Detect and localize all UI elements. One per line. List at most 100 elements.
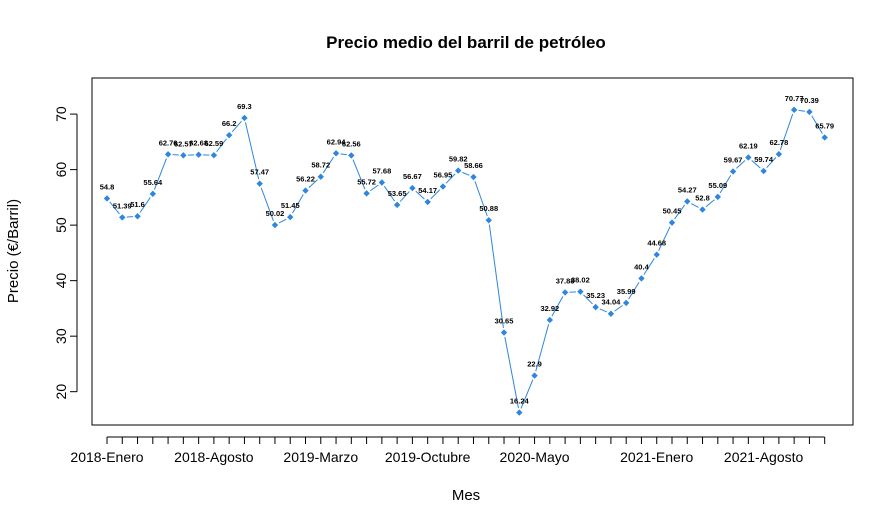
data-point (821, 134, 827, 140)
data-label: 51.39 (113, 201, 132, 210)
data-point (562, 289, 568, 295)
data-label: 16.24 (510, 397, 530, 406)
data-label: 50.88 (479, 204, 498, 213)
series-segment (799, 110, 805, 111)
data-label: 32.92 (540, 304, 559, 313)
data-point (730, 168, 736, 174)
data-point (394, 202, 400, 208)
data-label: 62.59 (204, 139, 223, 148)
data-point (104, 195, 110, 201)
data-point (241, 115, 247, 121)
data-point (638, 275, 644, 281)
data-point (745, 154, 751, 160)
x-axis-label: Mes (452, 487, 480, 504)
data-label: 54.8 (100, 182, 115, 191)
data-label: 56.67 (403, 172, 422, 181)
y-tick-label: 50 (53, 217, 69, 233)
data-label: 55.64 (143, 178, 163, 187)
data-point (531, 372, 537, 378)
data-point (791, 107, 797, 113)
data-label: 35.99 (617, 287, 636, 296)
data-point (211, 152, 217, 158)
data-label: 69.3 (237, 102, 252, 111)
x-tick-label: 2019-Marzo (283, 449, 358, 465)
y-tick-label: 40 (53, 273, 69, 289)
data-label: 51.6 (130, 200, 145, 209)
data-label: 58.72 (311, 161, 330, 170)
y-tick-label: 20 (53, 384, 69, 400)
data-point (134, 213, 140, 219)
y-axis: 20 30 40 50 60 70 (53, 106, 77, 399)
data-point (455, 167, 461, 173)
data-point (165, 151, 171, 157)
data-label: 56.22 (296, 175, 315, 184)
x-tick-label: 2021-Agosto (724, 449, 804, 465)
data-point (470, 174, 476, 180)
data-label: 55.72 (357, 177, 376, 186)
data-label: 55.09 (708, 181, 727, 190)
data-label: 70.39 (800, 96, 819, 105)
data-point (226, 132, 232, 138)
data-label: 65.79 (815, 121, 834, 130)
y-tick-label: 30 (53, 328, 69, 344)
data-label: 57.47 (250, 168, 269, 177)
data-point (287, 214, 293, 220)
data-point (333, 150, 339, 156)
data-label: 50.45 (663, 207, 682, 216)
data-point (501, 329, 507, 335)
x-tick-label: 2019-Octubre (385, 449, 471, 465)
data-point (424, 199, 430, 205)
data-point (195, 152, 201, 158)
chart-title: Precio medio del barril de petróleo (326, 33, 606, 52)
data-label: 38.02 (571, 276, 590, 285)
series-segment (489, 225, 503, 328)
data-labels: 54.851.3951.655.6462.7662.5762.6862.5966… (100, 94, 834, 406)
data-point (272, 222, 278, 228)
data-label: 59.74 (754, 155, 774, 164)
x-tick-label: 2018-Enero (70, 449, 143, 465)
data-point (715, 194, 721, 200)
series-segment (462, 172, 469, 175)
data-point (257, 180, 263, 186)
series-segment (341, 154, 347, 155)
data-label: 54.27 (678, 185, 697, 194)
data-label: 58.66 (464, 161, 483, 170)
data-label: 62.19 (739, 141, 758, 150)
data-label: 53.65 (388, 189, 407, 198)
data-point (409, 185, 415, 191)
data-label: 34.04 (602, 298, 622, 307)
data-label: 62.56 (342, 139, 361, 148)
data-point (547, 317, 553, 323)
data-label: 56.95 (434, 171, 453, 180)
data-point (379, 179, 385, 185)
data-point (516, 409, 522, 415)
data-point (699, 206, 705, 212)
data-point (684, 198, 690, 204)
data-point (180, 152, 186, 158)
x-tick-label: 2020-Mayo (500, 449, 570, 465)
data-label: 44.68 (647, 239, 666, 248)
data-point (119, 214, 125, 220)
data-label: 30.65 (495, 317, 514, 326)
y-axis-label: Precio (€/Barril) (5, 199, 22, 303)
data-point (318, 174, 324, 180)
data-point (363, 190, 369, 196)
series-points (104, 107, 828, 416)
data-point (440, 183, 446, 189)
data-label: 59.67 (724, 155, 743, 164)
data-point (150, 191, 156, 197)
y-tick-label: 70 (53, 106, 69, 122)
data-label: 50.02 (266, 209, 285, 218)
series-segment (279, 219, 286, 223)
y-tick-label: 60 (53, 162, 69, 178)
series-segment (691, 204, 698, 208)
data-label: 40.4 (634, 262, 649, 271)
data-point (776, 151, 782, 157)
data-point (623, 300, 629, 306)
plot-frame (92, 78, 853, 425)
data-label: 22.9 (527, 360, 542, 369)
x-tick-label: 2021-Enero (620, 449, 693, 465)
